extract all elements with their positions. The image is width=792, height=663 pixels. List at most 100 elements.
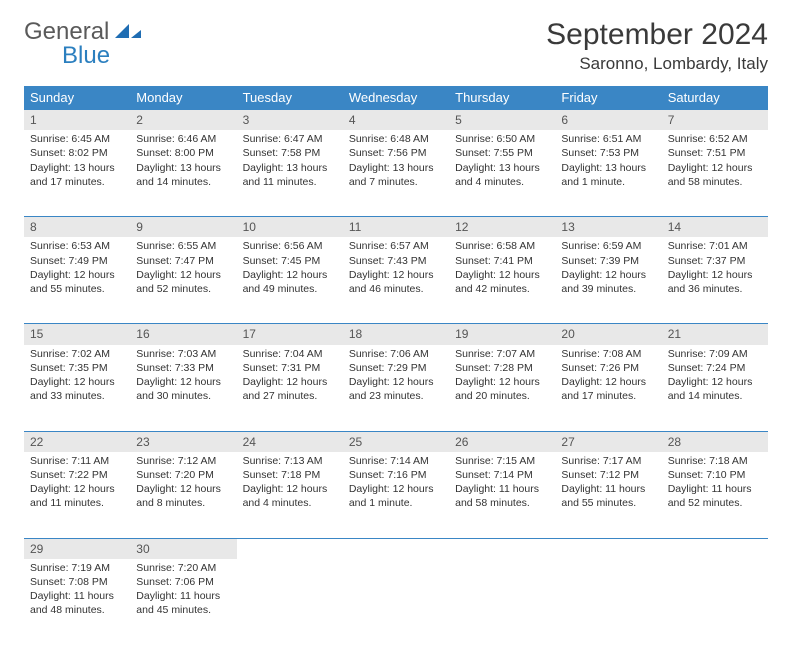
day-number: 26 (455, 435, 468, 449)
day-sr: Sunrise: 7:01 AM (668, 239, 762, 253)
day-content-row: Sunrise: 7:11 AMSunset: 7:22 PMDaylight:… (24, 452, 768, 539)
day-ss: Sunset: 8:02 PM (30, 146, 124, 160)
day-number: 4 (349, 113, 356, 127)
day-d1: Daylight: 12 hours (668, 268, 762, 282)
day-d1: Daylight: 12 hours (349, 482, 443, 496)
day-number-cell: 29 (24, 538, 130, 559)
day-d2: and 52 minutes. (136, 282, 230, 296)
day-d2: and 30 minutes. (136, 389, 230, 403)
day-number-cell: 23 (130, 431, 236, 452)
day-cell: Sunrise: 6:59 AMSunset: 7:39 PMDaylight:… (555, 237, 661, 324)
day-ss: Sunset: 7:55 PM (455, 146, 549, 160)
day-d1: Daylight: 12 hours (455, 268, 549, 282)
day-number: 27 (561, 435, 574, 449)
day-number-cell: 2 (130, 110, 236, 131)
day-sr: Sunrise: 7:12 AM (136, 454, 230, 468)
day-ss: Sunset: 7:43 PM (349, 254, 443, 268)
day-d2: and 17 minutes. (561, 389, 655, 403)
day-number: 2 (136, 113, 143, 127)
day-cell: Sunrise: 6:50 AMSunset: 7:55 PMDaylight:… (449, 130, 555, 217)
day-number-row: 29 30 (24, 538, 768, 559)
day-number: 28 (668, 435, 681, 449)
day-d1: Daylight: 13 hours (243, 161, 337, 175)
day-number-cell (237, 538, 343, 559)
day-d1: Daylight: 12 hours (30, 375, 124, 389)
day-cell: Sunrise: 6:55 AMSunset: 7:47 PMDaylight:… (130, 237, 236, 324)
day-number-cell: 6 (555, 110, 661, 131)
day-cell: Sunrise: 7:08 AMSunset: 7:26 PMDaylight:… (555, 345, 661, 432)
day-sr: Sunrise: 6:47 AM (243, 132, 337, 146)
day-number-cell: 30 (130, 538, 236, 559)
day-cell: Sunrise: 6:47 AMSunset: 7:58 PMDaylight:… (237, 130, 343, 217)
day-d2: and 23 minutes. (349, 389, 443, 403)
day-cell: Sunrise: 7:01 AMSunset: 7:37 PMDaylight:… (662, 237, 768, 324)
day-d1: Daylight: 12 hours (243, 268, 337, 282)
day-number-cell: 12 (449, 217, 555, 238)
day-cell: Sunrise: 7:12 AMSunset: 7:20 PMDaylight:… (130, 452, 236, 539)
day-d2: and 58 minutes. (455, 496, 549, 510)
day-cell: Sunrise: 7:09 AMSunset: 7:24 PMDaylight:… (662, 345, 768, 432)
day-cell: Sunrise: 7:07 AMSunset: 7:28 PMDaylight:… (449, 345, 555, 432)
day-number-cell: 14 (662, 217, 768, 238)
day-number-cell: 15 (24, 324, 130, 345)
day-number-cell: 13 (555, 217, 661, 238)
day-ss: Sunset: 7:41 PM (455, 254, 549, 268)
day-d2: and 55 minutes. (561, 496, 655, 510)
weekday-header: Thursday (449, 86, 555, 110)
day-d2: and 45 minutes. (136, 603, 230, 617)
day-ss: Sunset: 7:12 PM (561, 468, 655, 482)
day-number-cell: 21 (662, 324, 768, 345)
day-ss: Sunset: 7:10 PM (668, 468, 762, 482)
day-cell (237, 559, 343, 645)
day-number: 15 (30, 327, 43, 341)
day-number-cell: 26 (449, 431, 555, 452)
day-d2: and 36 minutes. (668, 282, 762, 296)
day-sr: Sunrise: 7:09 AM (668, 347, 762, 361)
day-cell: Sunrise: 6:58 AMSunset: 7:41 PMDaylight:… (449, 237, 555, 324)
day-sr: Sunrise: 7:18 AM (668, 454, 762, 468)
day-number-row: 891011121314 (24, 217, 768, 238)
day-d1: Daylight: 12 hours (243, 482, 337, 496)
day-d1: Daylight: 12 hours (668, 375, 762, 389)
day-number: 16 (136, 327, 149, 341)
day-number-cell: 28 (662, 431, 768, 452)
day-number: 11 (349, 220, 361, 234)
day-number-cell: 1 (24, 110, 130, 131)
day-sr: Sunrise: 7:04 AM (243, 347, 337, 361)
day-ss: Sunset: 7:08 PM (30, 575, 124, 589)
day-content-row: Sunrise: 7:02 AMSunset: 7:35 PMDaylight:… (24, 345, 768, 432)
day-ss: Sunset: 7:35 PM (30, 361, 124, 375)
weekday-header: Friday (555, 86, 661, 110)
day-sr: Sunrise: 6:56 AM (243, 239, 337, 253)
day-number: 29 (30, 542, 43, 556)
day-cell: Sunrise: 6:56 AMSunset: 7:45 PMDaylight:… (237, 237, 343, 324)
day-number-cell: 7 (662, 110, 768, 131)
day-sr: Sunrise: 7:07 AM (455, 347, 549, 361)
day-number-cell: 16 (130, 324, 236, 345)
day-sr: Sunrise: 7:08 AM (561, 347, 655, 361)
logo-sail-icon (115, 20, 141, 45)
weekday-header: Monday (130, 86, 236, 110)
day-number-cell: 22 (24, 431, 130, 452)
day-number-cell: 10 (237, 217, 343, 238)
day-d2: and 46 minutes. (349, 282, 443, 296)
day-cell: Sunrise: 6:52 AMSunset: 7:51 PMDaylight:… (662, 130, 768, 217)
day-ss: Sunset: 7:47 PM (136, 254, 230, 268)
day-number: 19 (455, 327, 468, 341)
day-d2: and 7 minutes. (349, 175, 443, 189)
day-sr: Sunrise: 7:02 AM (30, 347, 124, 361)
day-number-cell: 11 (343, 217, 449, 238)
day-cell: Sunrise: 7:03 AMSunset: 7:33 PMDaylight:… (130, 345, 236, 432)
day-number: 20 (561, 327, 574, 341)
day-sr: Sunrise: 7:19 AM (30, 561, 124, 575)
day-sr: Sunrise: 7:20 AM (136, 561, 230, 575)
day-number-cell (449, 538, 555, 559)
day-number-cell: 8 (24, 217, 130, 238)
day-d1: Daylight: 13 hours (30, 161, 124, 175)
weekday-header: Sunday (24, 86, 130, 110)
day-number-cell: 17 (237, 324, 343, 345)
day-number: 1 (30, 113, 37, 127)
day-cell (343, 559, 449, 645)
day-cell: Sunrise: 6:46 AMSunset: 8:00 PMDaylight:… (130, 130, 236, 217)
day-number: 14 (668, 220, 681, 234)
